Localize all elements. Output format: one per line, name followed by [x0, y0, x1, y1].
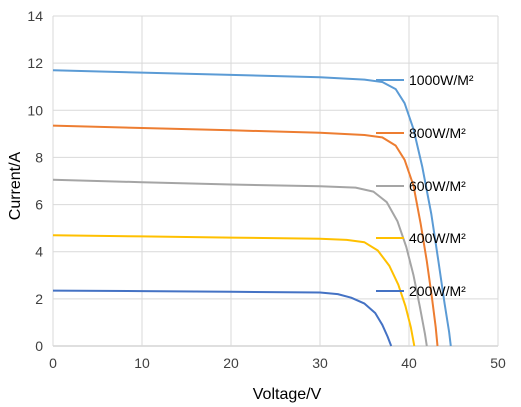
legend-label: 1000W/M²: [409, 72, 474, 88]
x-tick-label: 0: [49, 355, 57, 371]
legend-label: 200W/M²: [409, 283, 466, 299]
series-line-2: [52, 178, 428, 347]
x-axis-title: Voltage/V: [253, 386, 322, 403]
y-axis-ticks: 0 2 4 6 8 10 12 14: [27, 8, 43, 354]
y-tick-label: 2: [35, 291, 43, 307]
legend: 1000W/M² 800W/M² 600W/M² 400W/M² 200W/M²: [376, 72, 474, 299]
grid: [52, 15, 499, 347]
series-line-1: [52, 124, 439, 347]
y-tick-label: 10: [27, 102, 43, 118]
y-tick-label: 12: [27, 55, 43, 71]
y-tick-label: 4: [35, 244, 43, 260]
x-tick-label: 30: [312, 355, 328, 371]
x-tick-label: 50: [490, 355, 506, 371]
x-axis-ticks: 0 10 20 30 40 50: [49, 355, 506, 371]
y-tick-label: 8: [35, 149, 43, 165]
series-line-0: [52, 69, 452, 347]
y-tick-label: 14: [27, 8, 43, 24]
legend-label: 600W/M²: [409, 178, 466, 194]
x-tick-label: 10: [134, 355, 150, 371]
y-tick-label: 6: [35, 197, 43, 213]
y-tick-label: 0: [35, 338, 43, 354]
x-tick-label: 40: [401, 355, 417, 371]
legend-label: 400W/M²: [409, 230, 466, 246]
x-tick-label: 20: [223, 355, 239, 371]
series-line-3: [52, 234, 416, 347]
legend-label: 800W/M²: [409, 125, 466, 141]
y-axis-title: Current/A: [7, 151, 24, 220]
series-group: [52, 69, 452, 347]
series-line-4: [52, 289, 393, 347]
